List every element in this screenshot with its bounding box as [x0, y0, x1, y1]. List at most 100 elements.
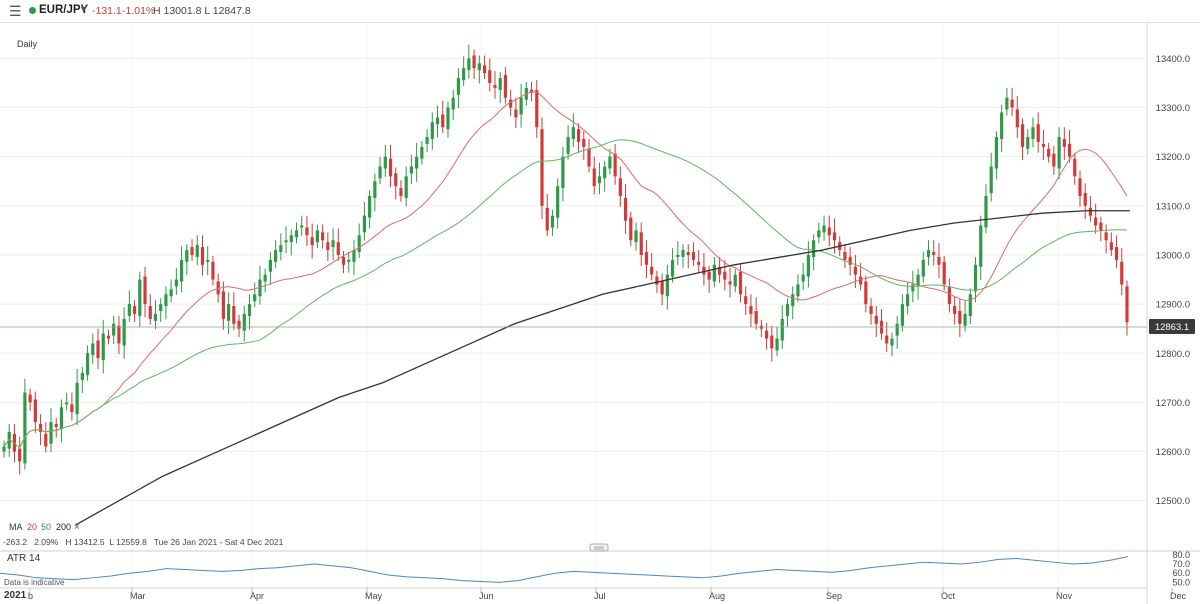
panel-resize-handle[interactable] — [589, 543, 609, 552]
candle-body — [482, 65, 487, 74]
candle-body — [300, 225, 304, 228]
candle — [18, 436, 22, 475]
candle-body — [294, 230, 299, 238]
candle-body — [237, 320, 241, 329]
ma-legend[interactable]: MA 20 50 200 × — [9, 522, 80, 533]
candle-body — [509, 99, 513, 108]
candle-body — [227, 304, 231, 321]
candle-body — [728, 281, 732, 285]
candle-body — [441, 114, 445, 128]
candle — [132, 300, 137, 323]
candle — [435, 105, 440, 138]
candle-body — [23, 392, 27, 464]
candle-body — [378, 166, 382, 179]
candle-body — [639, 232, 643, 255]
candle-body — [576, 129, 581, 142]
high-low-readout: H 13001.8 L 12847.8 — [153, 5, 251, 17]
candle — [394, 167, 398, 200]
market-status-dot — [29, 7, 36, 14]
candle-body — [953, 306, 957, 314]
candle — [979, 215, 983, 281]
candle — [441, 100, 445, 134]
candle-body — [926, 250, 931, 257]
candle-body — [430, 122, 434, 139]
candle — [253, 282, 257, 308]
candle — [984, 184, 988, 234]
candle — [665, 264, 669, 310]
candle-body — [733, 274, 737, 287]
candle — [378, 156, 382, 185]
chevron-down-icon[interactable]: ▼ — [79, 4, 88, 14]
candle-body — [503, 75, 508, 98]
candle-body — [368, 196, 372, 218]
candle — [576, 123, 581, 153]
candle-body — [791, 294, 795, 307]
candle-body — [75, 382, 79, 415]
candle-body — [1000, 112, 1004, 139]
candle-body — [582, 138, 586, 147]
candle-body — [540, 129, 544, 206]
candle — [1073, 152, 1077, 185]
candle — [759, 319, 763, 338]
candle — [561, 146, 565, 202]
ma-50-label[interactable]: 50 — [41, 522, 51, 532]
candle-body — [179, 259, 184, 282]
candle — [921, 252, 925, 283]
time-tick-label: Nov — [1056, 591, 1073, 601]
candle — [268, 252, 272, 285]
candle-body — [906, 294, 910, 307]
time-tick-label: Jul — [594, 591, 606, 601]
last-price-tag: 12863.1 — [0, 319, 1195, 334]
atr-line — [0, 556, 1129, 583]
candle — [754, 297, 758, 330]
candle-body — [1036, 124, 1040, 142]
candle-body — [85, 353, 90, 375]
candle-body — [832, 232, 837, 241]
candle — [300, 215, 304, 236]
candle-body — [138, 279, 142, 316]
time-axis[interactable]: b Mar Apr May Jun Jul Aug Sep Oct Nov Dec — [0, 550, 1200, 601]
candle-body — [357, 235, 361, 253]
candle — [712, 256, 716, 288]
candle-body — [70, 404, 74, 413]
time-tick-label: Mar — [130, 591, 146, 601]
candle-body — [874, 315, 878, 324]
candle-body — [775, 338, 779, 351]
ma-remove-icon[interactable]: × — [74, 522, 80, 533]
chart-grid — [0, 24, 1147, 588]
price-axis[interactable]: 12500.0 12600.0 12700.0 12800.0 12900.0 13000… — [1146, 22, 1190, 604]
candle-body — [206, 259, 210, 262]
candle — [827, 215, 831, 247]
candle-body — [895, 323, 899, 336]
candle — [817, 222, 821, 244]
candle — [242, 306, 246, 342]
candle-body — [848, 256, 852, 265]
candle — [592, 156, 596, 195]
candle — [174, 267, 178, 295]
candle — [566, 125, 570, 160]
candle — [341, 251, 346, 274]
ma-200-label[interactable]: 200 — [56, 522, 71, 532]
candle-body — [148, 306, 152, 319]
candle — [801, 262, 805, 290]
candle — [153, 300, 158, 330]
price-tick-label: 13300.0 — [1156, 103, 1190, 114]
candle — [1099, 216, 1103, 242]
ma-20-label[interactable]: 20 — [27, 522, 37, 532]
candle — [23, 378, 27, 470]
instrument-selector[interactable]: EUR/JPY — [39, 4, 89, 16]
candle-body — [702, 266, 706, 275]
candle — [937, 243, 941, 279]
candle-body — [122, 318, 126, 346]
candle-body — [937, 256, 941, 265]
atr-tick-label: 60.0 — [1172, 568, 1190, 578]
candle — [493, 71, 497, 99]
hamburger-icon[interactable]: ☰ — [9, 3, 22, 19]
candle-body — [550, 215, 555, 228]
candle — [75, 368, 79, 426]
candle-body — [310, 237, 314, 246]
candle — [482, 55, 487, 80]
atr-label[interactable]: ATR 14 — [7, 553, 41, 564]
candle-body — [284, 240, 288, 243]
